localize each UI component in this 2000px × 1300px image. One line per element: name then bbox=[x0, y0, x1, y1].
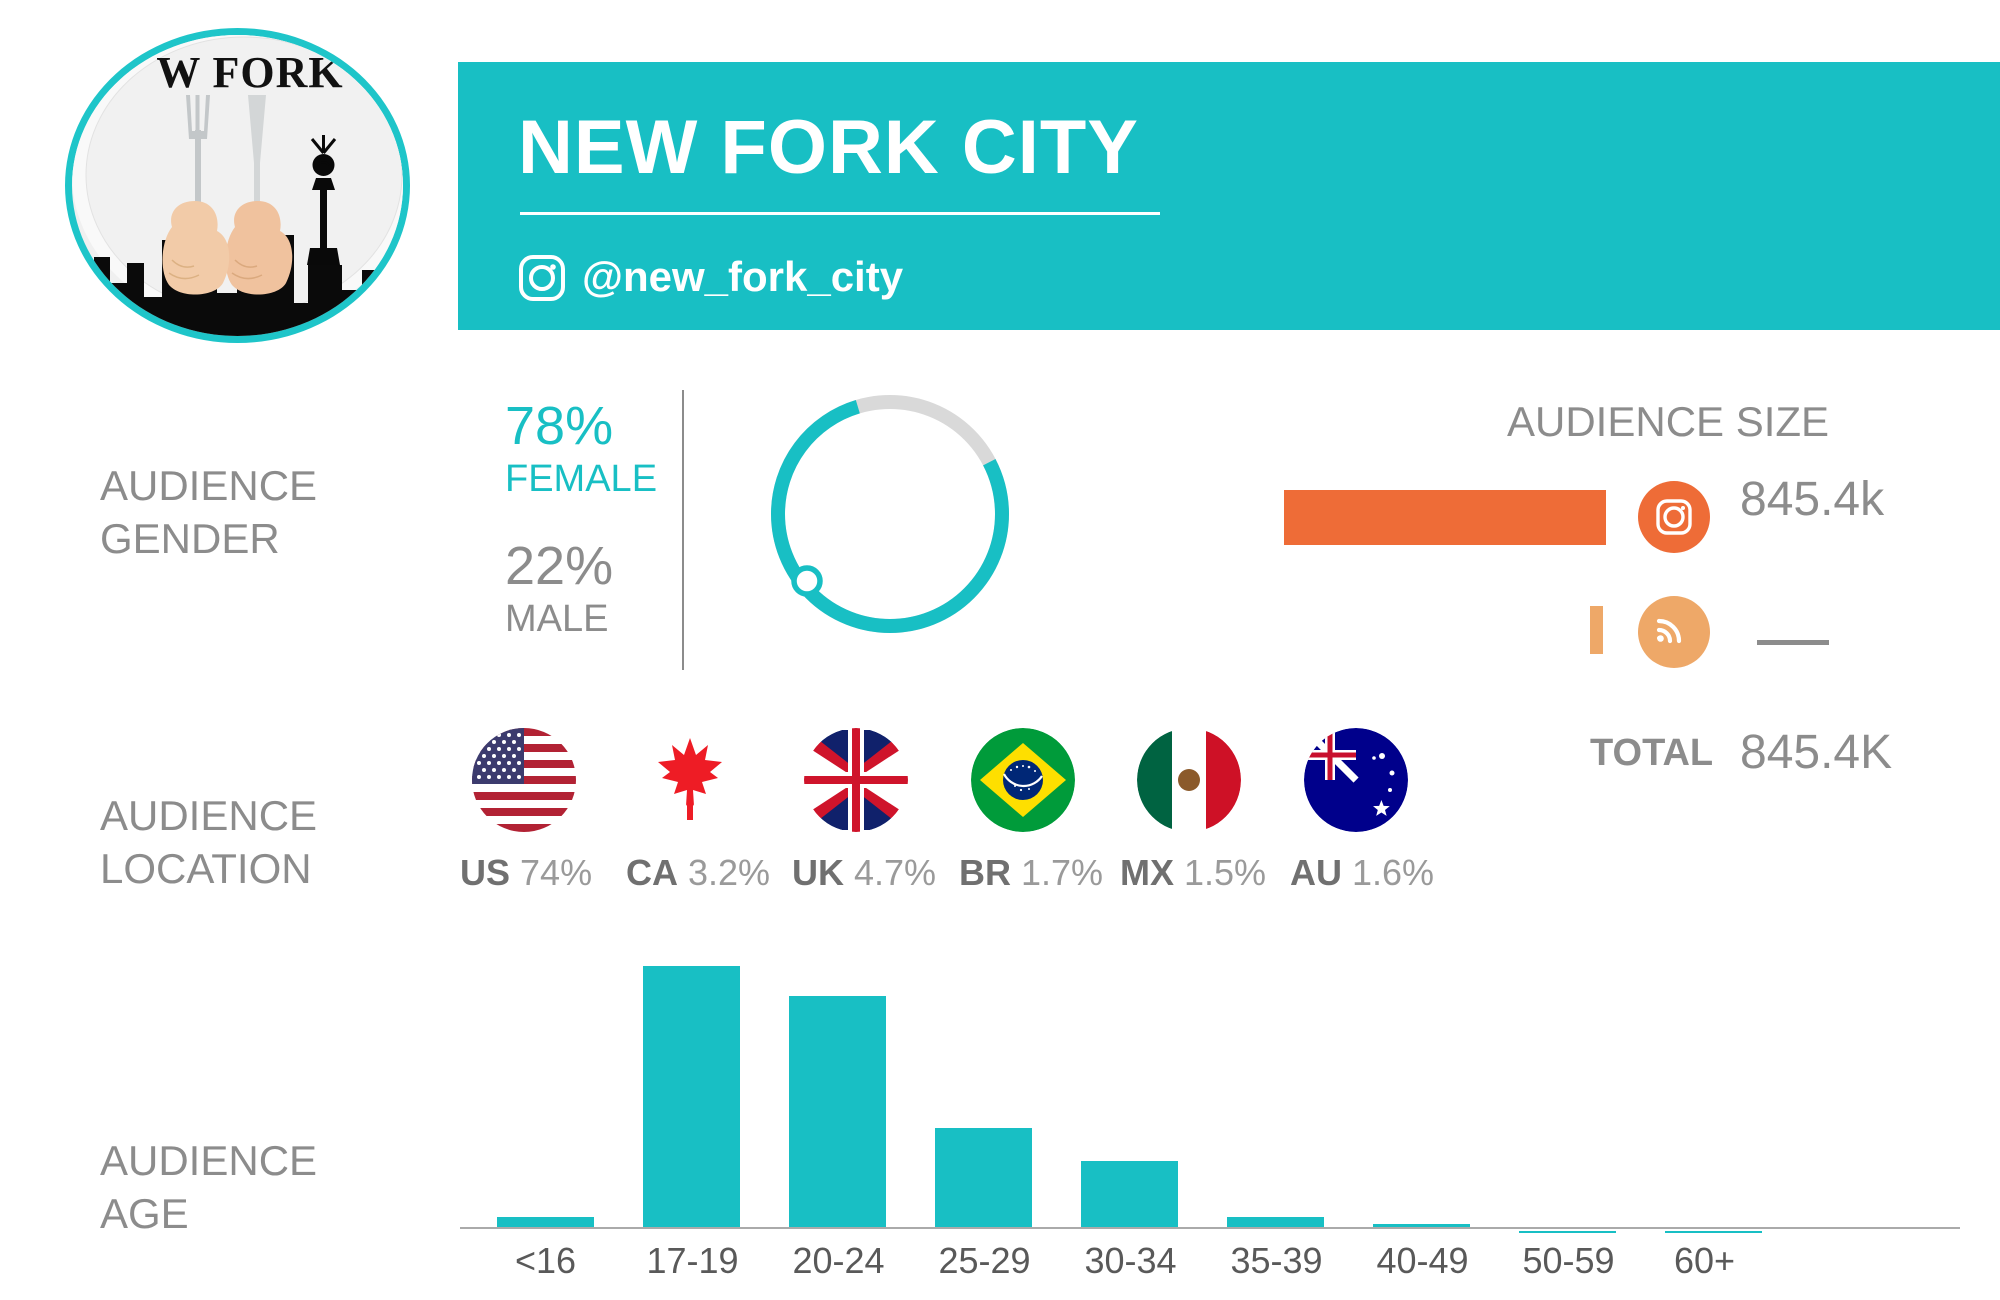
svg-text:W FORK: W FORK bbox=[156, 48, 343, 97]
